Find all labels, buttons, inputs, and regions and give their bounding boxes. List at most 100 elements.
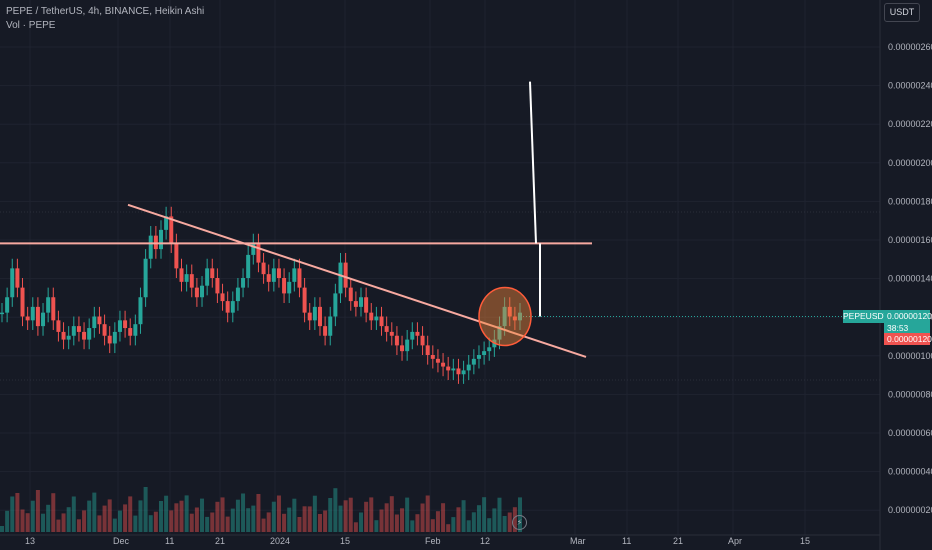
volume-bar xyxy=(461,500,466,532)
y-tick-label: 0.00000260 xyxy=(888,42,932,52)
volume-bar xyxy=(425,495,430,532)
volume-bar xyxy=(184,495,189,532)
volume-bar xyxy=(35,490,40,532)
candle-body xyxy=(25,316,30,321)
volume-bar xyxy=(507,512,512,532)
volume-bar xyxy=(302,506,307,532)
volume-bar xyxy=(128,496,133,532)
volume-bar xyxy=(76,519,81,532)
candle-body xyxy=(97,316,102,325)
volume-bar xyxy=(497,497,502,532)
projection-line-upper xyxy=(529,81,537,244)
candle-body xyxy=(410,331,415,340)
candle-body xyxy=(246,254,251,278)
volume-bar xyxy=(317,514,322,532)
candle-body xyxy=(112,331,117,344)
candle-body xyxy=(430,355,435,359)
volume-bar xyxy=(87,500,92,532)
y-tick-label: 0.00000220 xyxy=(888,119,932,129)
candle-body xyxy=(241,278,246,288)
volume-bar xyxy=(333,488,338,532)
candle-body xyxy=(210,268,215,278)
y-tick-label: 0.00000020 xyxy=(888,505,932,515)
candle-body xyxy=(107,335,112,344)
volume-bar xyxy=(256,494,261,532)
candle-body xyxy=(487,347,492,352)
volume-bar xyxy=(292,498,297,532)
candle-body xyxy=(30,306,35,321)
candle-body xyxy=(364,297,369,313)
candle-body xyxy=(512,316,517,321)
volume-bar xyxy=(56,519,61,532)
volume-bar xyxy=(148,515,153,532)
candle-body xyxy=(169,216,174,244)
volume-bar xyxy=(107,499,112,532)
volume-bar xyxy=(71,496,76,532)
candle-body xyxy=(333,293,338,317)
volume-bar xyxy=(123,504,128,532)
volume-bar xyxy=(97,515,102,532)
volume-bar xyxy=(384,503,389,532)
volume-bar xyxy=(353,522,358,532)
candle-body xyxy=(287,281,292,294)
candle-body xyxy=(20,287,25,317)
y-tick-label: 0.00000060 xyxy=(888,428,932,438)
candle-body xyxy=(225,301,230,313)
candle-body xyxy=(261,262,266,275)
candle-body xyxy=(51,297,56,321)
candle-body xyxy=(435,358,440,363)
volume-bar xyxy=(271,501,276,532)
volume-bar xyxy=(179,500,184,532)
volume-bar xyxy=(276,495,281,532)
volume-bar xyxy=(41,513,46,532)
x-tick-label: Apr xyxy=(728,536,742,546)
candle-body xyxy=(384,326,389,332)
candle-body xyxy=(10,268,15,298)
candle-body xyxy=(441,362,446,367)
x-tick-label: 21 xyxy=(215,536,225,546)
candle-body xyxy=(405,339,410,352)
candle-body xyxy=(348,287,353,302)
candle-body xyxy=(235,287,240,302)
volume-bar xyxy=(471,512,476,532)
candle-body xyxy=(158,229,163,250)
volume-bar xyxy=(143,487,148,532)
volume-bar xyxy=(297,517,302,532)
candle-body xyxy=(66,335,71,340)
candle-body xyxy=(35,306,40,327)
volume-bar xyxy=(312,495,317,532)
volume-bar xyxy=(46,504,51,532)
candle-body xyxy=(317,306,322,327)
candle-body xyxy=(374,316,379,321)
volume-bar xyxy=(169,510,174,532)
last-price-value: 0.00000120 xyxy=(887,311,932,321)
volume-bar xyxy=(251,505,256,532)
candle-body xyxy=(471,358,476,365)
candle-body xyxy=(276,268,281,278)
lightning-icon[interactable]: ⚡ xyxy=(512,515,527,530)
currency-unit-button[interactable]: USDT xyxy=(884,3,920,22)
y-tick-label: 0.00000160 xyxy=(888,235,932,245)
volume-bar xyxy=(66,507,71,532)
candle-body xyxy=(194,287,199,298)
y-tick-label: 0.00000140 xyxy=(888,274,932,284)
candle-body xyxy=(5,297,10,313)
candle-body xyxy=(379,316,384,327)
volume-bar xyxy=(215,501,220,532)
candle-body xyxy=(271,268,276,282)
volume-bar xyxy=(235,499,240,532)
x-tick-label: 11 xyxy=(165,536,174,546)
candle-body xyxy=(123,320,128,329)
candle-body xyxy=(446,366,451,371)
candle-body xyxy=(148,235,153,259)
volume-bar xyxy=(415,514,420,532)
volume-bar xyxy=(451,517,456,532)
volume-bar xyxy=(61,513,66,532)
candle-body xyxy=(476,355,481,359)
candle-body xyxy=(302,287,307,313)
volume-bar xyxy=(502,516,507,532)
volume-bar xyxy=(343,500,348,532)
candle-body xyxy=(61,331,66,340)
candle-body xyxy=(46,297,51,313)
